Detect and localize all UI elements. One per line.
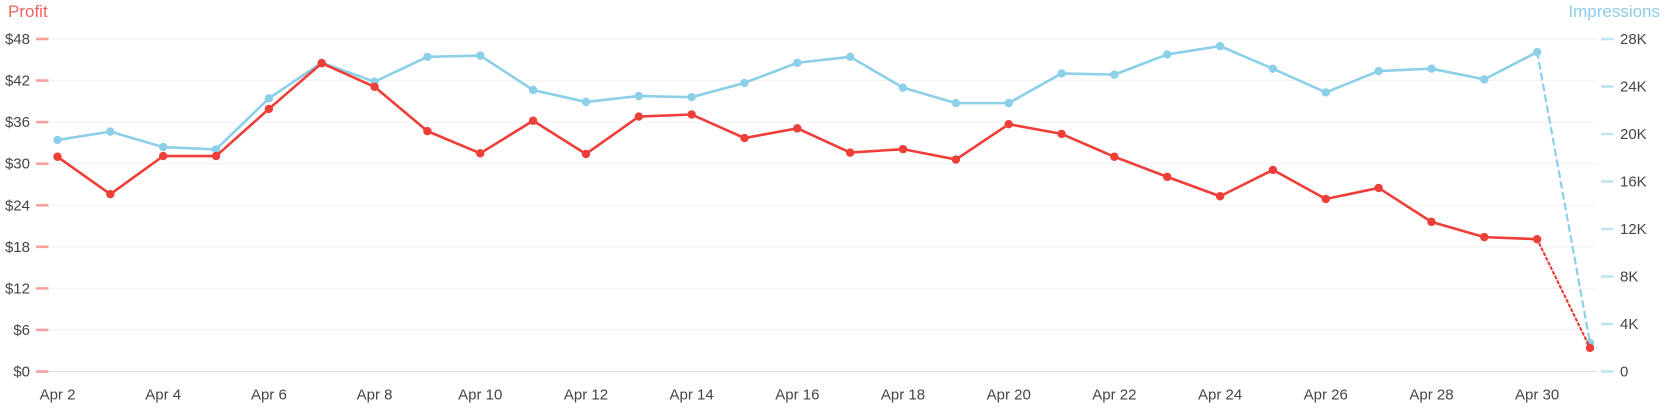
- impressions-line-forecast: [1536, 50, 1592, 345]
- profit-point[interactable]: [793, 124, 802, 133]
- y-axis-right-label: 12K: [1620, 221, 1647, 238]
- impressions-point[interactable]: [1215, 41, 1225, 51]
- profit-point[interactable]: [687, 110, 696, 119]
- profit-point[interactable]: [528, 116, 538, 125]
- profit-point[interactable]: [1215, 192, 1225, 201]
- y-axis-left-label: $6: [13, 322, 30, 339]
- impressions-point[interactable]: [476, 51, 485, 60]
- x-axis-label: Apr 26: [1304, 387, 1348, 404]
- profit-point[interactable]: [845, 148, 855, 157]
- impressions-point[interactable]: [106, 127, 115, 136]
- profit-point[interactable]: [158, 151, 168, 161]
- impressions-point[interactable]: [264, 94, 274, 103]
- impressions-point[interactable]: [423, 52, 432, 62]
- y-axis-right-label: 8K: [1620, 269, 1638, 286]
- impressions-point[interactable]: [634, 91, 643, 101]
- x-axis-label: Apr 16: [775, 387, 819, 404]
- profit-point[interactable]: [476, 149, 485, 158]
- impressions-point[interactable]: [211, 145, 221, 154]
- impressions-point[interactable]: [1004, 98, 1013, 108]
- profit-point[interactable]: [264, 104, 274, 114]
- profit-point[interactable]: [1163, 172, 1172, 182]
- right-axis-title: Impressions: [1568, 2, 1660, 21]
- profit-line: [56, 61, 1539, 241]
- x-axis-label: Apr 22: [1092, 387, 1136, 404]
- impressions-point[interactable]: [1480, 75, 1489, 84]
- profit-point[interactable]: [634, 112, 643, 121]
- y-axis-right-label: 28K: [1620, 31, 1647, 48]
- profit-point[interactable]: [581, 149, 591, 159]
- profit-point[interactable]: [1110, 152, 1119, 161]
- impressions-point[interactable]: [687, 92, 696, 102]
- y-axis-right-label: 0: [1620, 364, 1628, 381]
- x-axis-label: Apr 4: [145, 387, 181, 404]
- left-axis-title: Profit: [8, 2, 48, 21]
- x-axis-label: Apr 2: [40, 387, 76, 404]
- profit-point[interactable]: [898, 144, 908, 154]
- impressions-point[interactable]: [53, 135, 62, 145]
- impressions-point[interactable]: [951, 98, 961, 108]
- impressions-point[interactable]: [793, 58, 802, 67]
- x-axis-label: Apr 24: [1198, 387, 1242, 404]
- x-axis-label: Apr 10: [458, 387, 502, 404]
- profit-point[interactable]: [317, 59, 326, 68]
- x-axis-label: Apr 14: [670, 387, 714, 404]
- x-axis-label: Apr 18: [881, 387, 925, 404]
- profit-point[interactable]: [211, 151, 221, 161]
- impressions-point[interactable]: [1532, 47, 1542, 57]
- profit-point[interactable]: [423, 126, 432, 136]
- x-axis-label: Apr 28: [1409, 387, 1453, 404]
- profit-point[interactable]: [106, 189, 115, 199]
- profit-point[interactable]: [1268, 165, 1278, 175]
- profit-point[interactable]: [1532, 234, 1542, 244]
- profit-point[interactable]: [1321, 194, 1330, 204]
- impressions-point[interactable]: [1427, 64, 1436, 73]
- impressions-point[interactable]: [845, 52, 855, 62]
- y-axis-left-label: $30: [5, 156, 30, 173]
- y-axis-left-label: $24: [5, 197, 30, 214]
- impressions-point[interactable]: [1374, 66, 1383, 76]
- x-axis-label: Apr 12: [564, 387, 608, 404]
- profit-point[interactable]: [740, 133, 749, 143]
- x-axis-label: Apr 30: [1515, 387, 1559, 404]
- y-axis-left-label: $48: [5, 31, 30, 48]
- impressions-point[interactable]: [1163, 50, 1172, 59]
- impressions-point[interactable]: [1057, 69, 1066, 78]
- x-axis-label: Apr 6: [251, 387, 287, 404]
- profit-point[interactable]: [1585, 343, 1595, 353]
- impressions-point[interactable]: [528, 85, 538, 95]
- y-axis-right-label: 4K: [1620, 316, 1638, 333]
- y-axis-left-label: $42: [5, 73, 30, 90]
- profit-point[interactable]: [1480, 232, 1489, 242]
- profit-point[interactable]: [1004, 120, 1013, 129]
- y-axis-left-label: $18: [5, 239, 30, 256]
- impressions-point[interactable]: [740, 78, 749, 88]
- y-axis-left-label: $0: [13, 364, 30, 381]
- impressions-point[interactable]: [158, 142, 168, 152]
- profit-point[interactable]: [53, 152, 62, 161]
- impressions-point[interactable]: [1321, 88, 1330, 97]
- profit-point[interactable]: [1427, 217, 1436, 227]
- impressions-point[interactable]: [1268, 64, 1278, 73]
- impressions-point[interactable]: [581, 97, 591, 107]
- y-axis-right-label: 24K: [1620, 79, 1647, 96]
- y-axis-right-label: 20K: [1620, 126, 1647, 143]
- y-axis-right-label: 16K: [1620, 174, 1647, 191]
- profit-point[interactable]: [951, 155, 961, 164]
- x-axis-label: Apr 20: [987, 387, 1031, 404]
- profit-point[interactable]: [1057, 129, 1066, 139]
- x-axis-label: Apr 8: [357, 387, 393, 404]
- y-axis-left-label: $12: [5, 280, 30, 297]
- y-axis-left-label: $36: [5, 114, 30, 131]
- profit-point[interactable]: [370, 82, 379, 91]
- impressions-point[interactable]: [898, 83, 908, 92]
- profit-line-forecast: [1536, 238, 1592, 350]
- impressions-point[interactable]: [1110, 70, 1119, 79]
- profit-point[interactable]: [1374, 183, 1383, 193]
